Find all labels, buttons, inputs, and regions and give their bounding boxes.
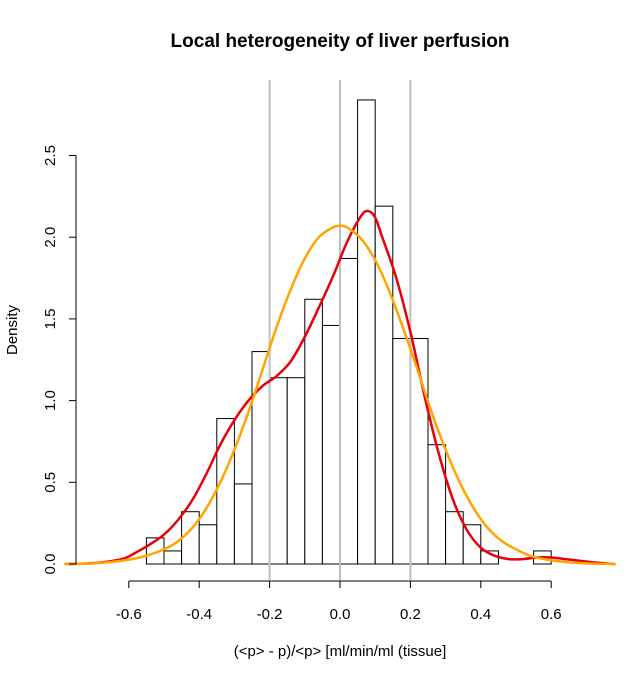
density-curves (64, 209, 616, 566)
y-axis-label: Density (4, 304, 21, 355)
histogram-bar (339, 257, 359, 565)
histogram-bar (198, 524, 218, 565)
x-tick-label: 0.2 (400, 606, 421, 623)
histogram-bar (357, 99, 376, 565)
y-axis: 0.0 0.5 1.0 1.5 2.0 2.5 (42, 145, 77, 575)
histogram-bar (462, 524, 482, 565)
y-tick-label: 2.5 (42, 145, 59, 166)
x-axis: -0.6 -0.4 -0.2 0.0 0.2 0.4 0.6 (116, 580, 562, 623)
density-curve-orange (64, 224, 616, 566)
x-tick-label: 0.4 (470, 606, 491, 623)
histogram-bars (145, 99, 552, 565)
y-tick-label: 1.0 (42, 390, 59, 411)
x-tick-label: -0.4 (186, 606, 212, 623)
histogram-bar (269, 377, 288, 565)
histogram-bar (233, 483, 253, 565)
histogram-bar (427, 444, 447, 565)
x-tick-label: 0.0 (330, 606, 351, 623)
histogram-bar (286, 377, 306, 565)
x-axis-label: (<p> - p)/<p> [ml/min/ml (tissue] (234, 643, 447, 660)
density-curve-red (64, 209, 616, 566)
x-tick-label: -0.2 (257, 606, 283, 623)
histogram-bar (392, 338, 411, 565)
chart-title: Local heterogeneity of liver perfusion (171, 31, 510, 52)
y-tick-label: 2.0 (42, 227, 59, 248)
histogram-bar (163, 550, 183, 565)
histogram-bar (216, 418, 235, 565)
histogram-bar (304, 298, 323, 565)
y-tick-label: 0.5 (42, 472, 59, 493)
x-tick-label: 0.6 (541, 606, 562, 623)
y-tick-label: 0.0 (42, 554, 59, 575)
x-tick-label: -0.6 (116, 606, 142, 623)
histogram-bar (321, 324, 341, 565)
histogram-bar (181, 511, 200, 565)
y-tick-label: 1.5 (42, 308, 59, 329)
